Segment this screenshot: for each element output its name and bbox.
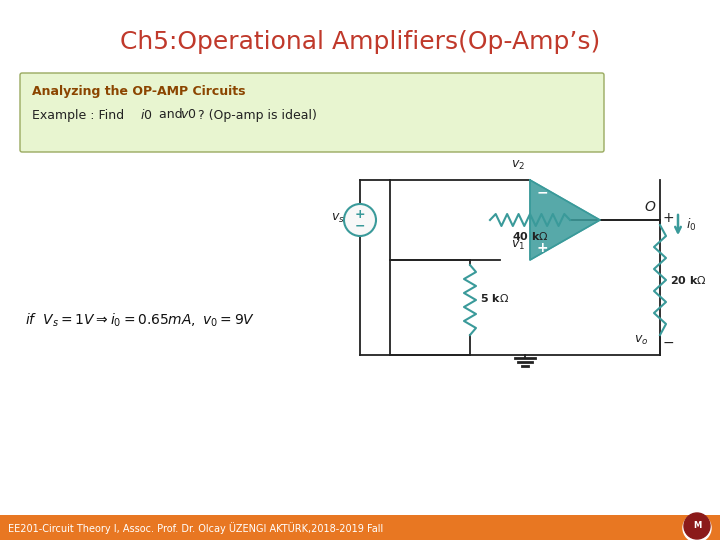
Text: $i0$: $i0$ — [140, 108, 153, 122]
Text: $v_o$: $v_o$ — [634, 333, 648, 347]
Text: −: − — [663, 336, 675, 350]
Text: 20 k$\Omega$: 20 k$\Omega$ — [670, 274, 707, 286]
Text: Analyzing the OP-AMP Circuits: Analyzing the OP-AMP Circuits — [32, 84, 246, 98]
Circle shape — [683, 514, 711, 540]
Text: and: and — [155, 109, 186, 122]
Text: ? (Op-amp is ideal): ? (Op-amp is ideal) — [194, 109, 317, 122]
Text: $v_s$: $v_s$ — [331, 212, 345, 225]
Text: +: + — [536, 241, 548, 255]
Circle shape — [684, 513, 710, 539]
Bar — [0, 515, 720, 540]
Text: $if\ \ V_s = 1V \Rightarrow i_0 = 0.65mA,\ v_0 = 9V$: $if\ \ V_s = 1V \Rightarrow i_0 = 0.65mA… — [25, 311, 256, 329]
Text: 40 k$\Omega$: 40 k$\Omega$ — [512, 230, 549, 242]
Circle shape — [344, 204, 376, 236]
Text: M: M — [693, 522, 701, 530]
Text: $v_1$: $v_1$ — [511, 239, 525, 252]
Text: O: O — [644, 200, 655, 214]
Text: Example : Find: Example : Find — [32, 109, 128, 122]
Text: −: − — [355, 219, 365, 233]
Text: $v0$: $v0$ — [180, 109, 197, 122]
Text: 5 k$\Omega$: 5 k$\Omega$ — [480, 292, 509, 303]
Text: EE201-Circuit Theory I, Assoc. Prof. Dr. Olcay ÜZENGI AKTÜRK,2018-2019 Fall: EE201-Circuit Theory I, Assoc. Prof. Dr.… — [8, 522, 383, 534]
Text: −: − — [536, 185, 548, 199]
Text: $i_0$: $i_0$ — [686, 217, 696, 233]
Text: +: + — [663, 211, 675, 225]
Polygon shape — [530, 180, 600, 260]
Text: +: + — [355, 207, 365, 220]
Text: $v_2$: $v_2$ — [511, 159, 525, 172]
FancyBboxPatch shape — [20, 73, 604, 152]
Text: Ch5:Operational Amplifiers(Op-Amp’s): Ch5:Operational Amplifiers(Op-Amp’s) — [120, 30, 600, 54]
